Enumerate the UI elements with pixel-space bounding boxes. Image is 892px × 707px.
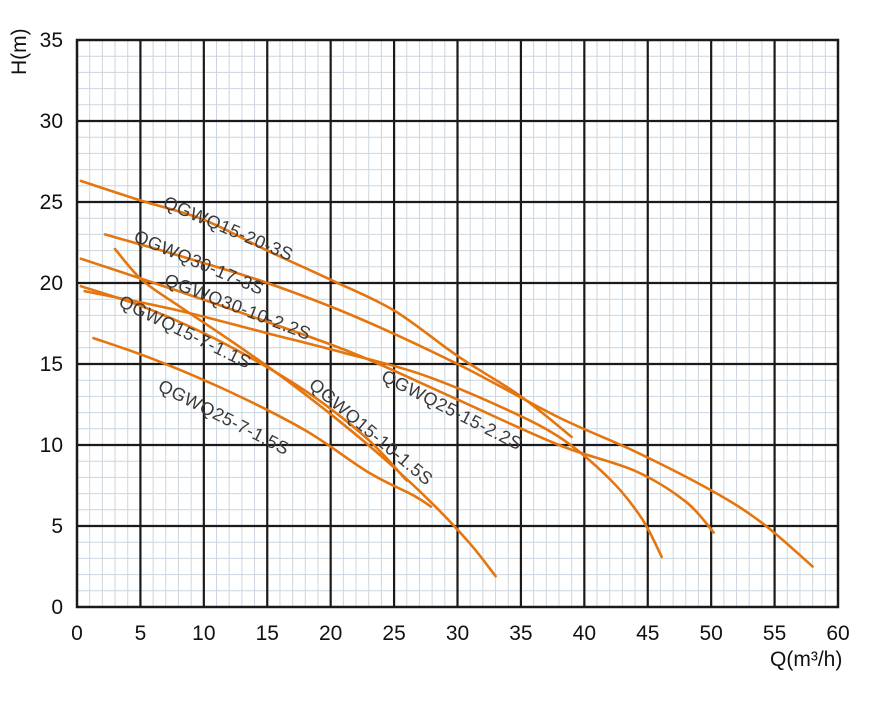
y-axis-title: H(m) <box>8 28 31 75</box>
axis-ticks: 0 5 10 15 20 25 30 35 40 45 50 55 60 0 5 10 15 20 25 30 35 <box>40 29 850 645</box>
x-tick-label: 5 <box>135 622 147 645</box>
x-tick-label: 15 <box>256 622 279 645</box>
x-axis-title: Q(m³/h) <box>770 648 842 671</box>
plot-border <box>75 38 840 609</box>
x-tick-label: 40 <box>573 622 596 645</box>
y-tick-label: 30 <box>40 110 63 133</box>
x-tick-label: 50 <box>699 622 722 645</box>
curve-QGWQ15-10-1.5S <box>113 247 497 578</box>
y-tick-label: 20 <box>40 272 63 295</box>
x-tick-label: 55 <box>763 622 786 645</box>
y-tick-label: 15 <box>40 353 63 376</box>
pump-curves <box>79 179 814 578</box>
y-tick-label: 35 <box>40 29 63 52</box>
x-tick-label: 25 <box>382 622 405 645</box>
x-tick-label: 45 <box>636 622 659 645</box>
y-tick-label: 25 <box>40 191 63 214</box>
curve-QGWQ15-20-3S <box>79 179 573 439</box>
grid-major <box>77 40 838 607</box>
y-tick-label: 5 <box>51 515 63 538</box>
x-tick-label: 10 <box>192 622 215 645</box>
curve-label-QGWQ25-15-2.2S: QGWQ25-15-2.2S <box>378 366 525 454</box>
x-tick-label: 60 <box>826 622 849 645</box>
x-tick-label: 0 <box>71 622 83 645</box>
curve-QGWQ25-7-1.5S <box>92 336 433 508</box>
y-tick-label: 10 <box>40 434 63 457</box>
curve-QGWQ25-15-2.2S <box>83 289 663 559</box>
curve-QGWQ30-10-2.2S <box>79 257 715 534</box>
curve-QGWQ30-17-3S <box>103 233 814 568</box>
x-tick-label: 35 <box>509 622 532 645</box>
x-tick-label: 30 <box>446 622 469 645</box>
x-tick-label: 20 <box>319 622 342 645</box>
y-tick-label: 0 <box>51 596 63 619</box>
